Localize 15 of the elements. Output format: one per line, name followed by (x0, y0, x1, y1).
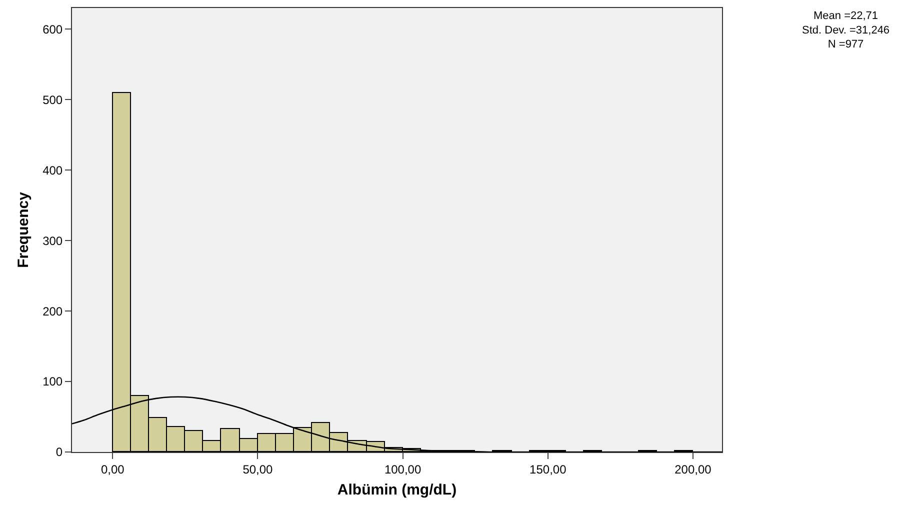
x-axis-title: Albümin (mg/dL) (337, 481, 457, 498)
y-tick-label: 300 (42, 234, 63, 248)
y-axis-title: Frequency (14, 191, 32, 268)
x-tick-label: 100,00 (384, 462, 422, 476)
y-tick-label: 0 (56, 445, 63, 460)
x-tick-label: 200,00 (674, 462, 712, 476)
y-tick-label: 500 (42, 92, 63, 107)
x-tick-label: 0,00 (100, 462, 125, 476)
y-tick-label: 600 (42, 22, 63, 36)
y-tick-label: 100 (42, 374, 63, 389)
text: Mean =22,71 Std. Dev. =31,246 N =977 (802, 10, 890, 51)
x-tick-label: 150,00 (530, 462, 567, 476)
y-tick-label: 400 (42, 163, 63, 178)
x-tick-label: 50,00 (242, 462, 274, 476)
y-tick-label: 200 (42, 304, 63, 318)
